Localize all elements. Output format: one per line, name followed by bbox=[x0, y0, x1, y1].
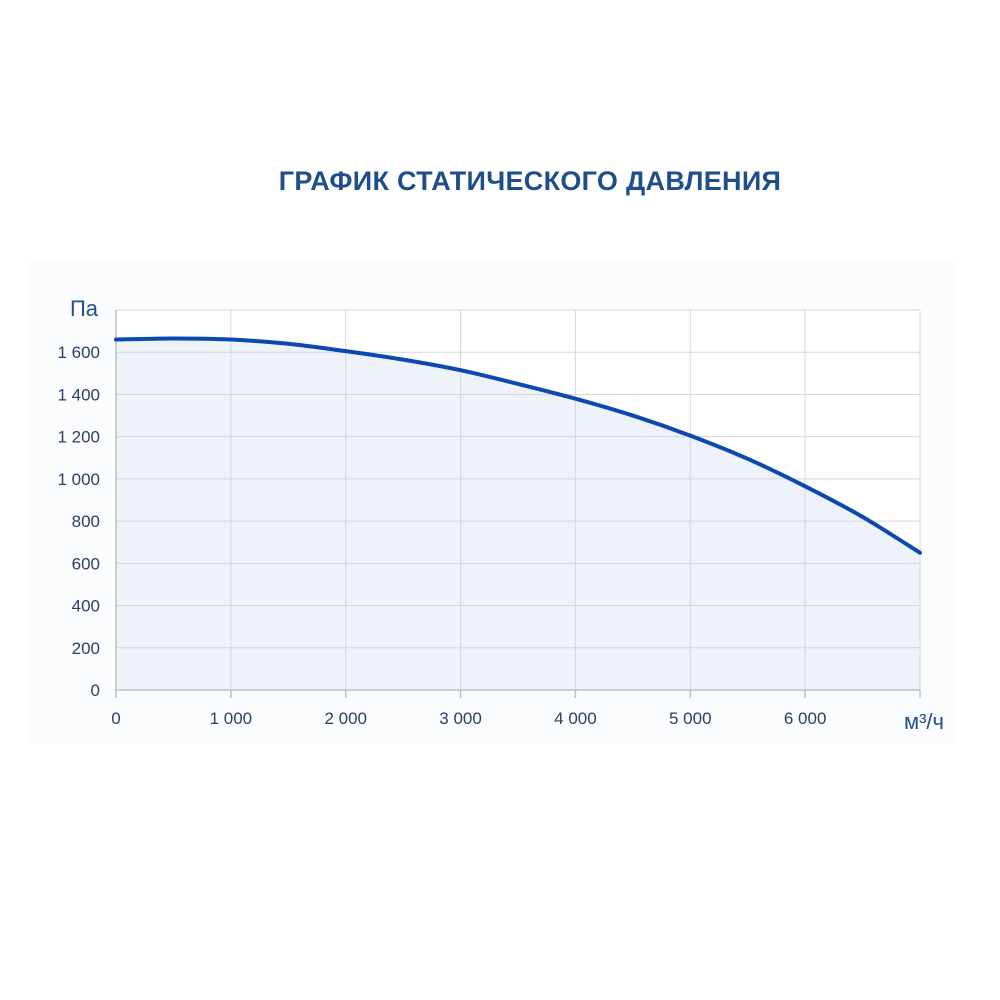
x-tick-label: 6 000 bbox=[784, 709, 827, 728]
y-axis-unit-label: Па bbox=[70, 296, 99, 321]
x-tick-label: 4 000 bbox=[554, 709, 597, 728]
y-tick-label: 0 bbox=[91, 681, 100, 700]
y-tick-label: 1 600 bbox=[57, 343, 100, 362]
x-tick-label: 1 000 bbox=[210, 709, 253, 728]
y-tick-label: 1 200 bbox=[57, 428, 100, 447]
x-tick-label: 3 000 bbox=[439, 709, 482, 728]
x-tick-label: 2 000 bbox=[324, 709, 367, 728]
curve-area-fill bbox=[116, 338, 920, 690]
x-tick-label: 0 bbox=[111, 709, 120, 728]
y-tick-label: 1 400 bbox=[57, 385, 100, 404]
chart-title: ГРАФИК СТАТИЧЕСКОГО ДАВЛЕНИЯ bbox=[278, 166, 782, 196]
y-tick-label: 800 bbox=[72, 512, 100, 531]
y-tick-label: 400 bbox=[72, 597, 100, 616]
y-tick-label: 600 bbox=[72, 554, 100, 573]
pressure-curve bbox=[114, 336, 922, 555]
x-axis-unit-label: м³/ч bbox=[904, 709, 944, 734]
y-tick-label: 200 bbox=[72, 639, 100, 658]
x-tick-label: 5 000 bbox=[669, 709, 712, 728]
y-tick-label: 1 000 bbox=[57, 470, 100, 489]
